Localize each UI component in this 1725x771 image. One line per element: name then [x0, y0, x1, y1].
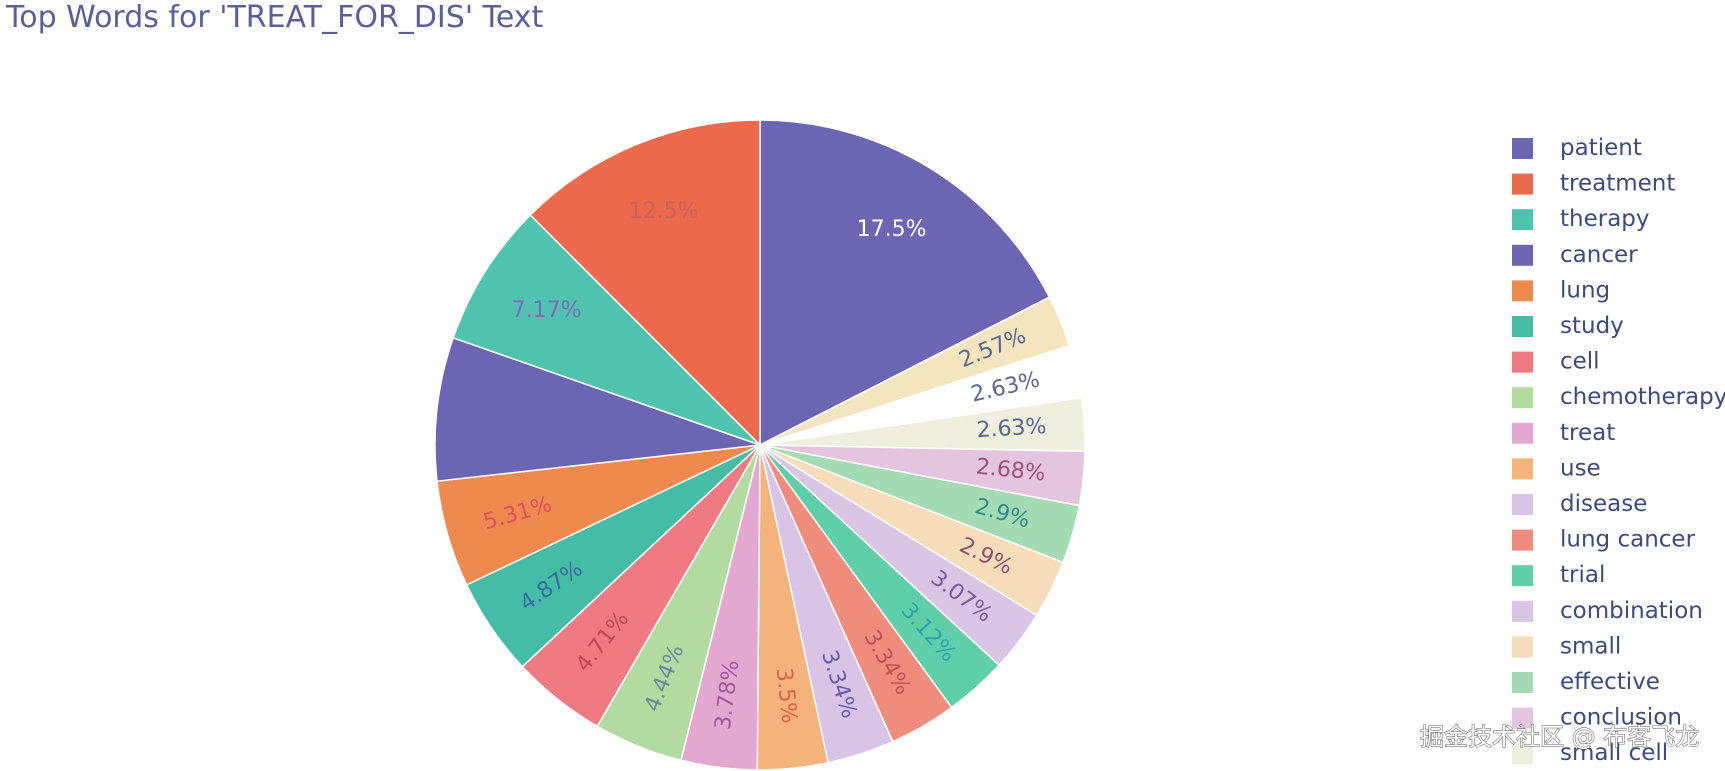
legend-swatch-15[interactable] — [1512, 672, 1533, 693]
legend-swatch-6[interactable] — [1512, 351, 1533, 373]
legend-swatch-8[interactable] — [1512, 422, 1533, 444]
legend-label-12[interactable]: trial — [1560, 562, 1605, 588]
legend-label-16[interactable]: conclusion — [1560, 705, 1682, 731]
pie-slice-label-19: 12.5% — [629, 199, 699, 224]
legend-label-8[interactable]: treat — [1560, 420, 1615, 446]
pie: 17.5%2.57%2.63%2.63%2.68%2.9%2.9%3.07%3.… — [434, 119, 1086, 771]
legend-swatch-11[interactable] — [1512, 529, 1533, 551]
legend-label-0[interactable]: patient — [1560, 135, 1642, 161]
legend-swatch-9[interactable] — [1512, 458, 1533, 480]
legend-swatch-10[interactable] — [1512, 494, 1533, 515]
legend-swatch-1[interactable] — [1512, 173, 1533, 195]
legend-label-7[interactable]: chemotherapy — [1560, 384, 1725, 410]
legend-label-2[interactable]: therapy — [1560, 206, 1650, 232]
pie-slice-0[interactable] — [759, 119, 1051, 447]
watermark-text: 掘金技术社区 @ 布客飞龙 — [1420, 723, 1699, 751]
legend-label-3[interactable]: cancer — [1560, 242, 1638, 268]
pie-slice-19[interactable] — [529, 119, 761, 447]
pie-slice-18[interactable] — [452, 213, 761, 446]
legend-label-4[interactable]: lung — [1560, 277, 1610, 303]
legend-swatch-2[interactable] — [1512, 209, 1533, 231]
pie-slice-label-11: 3.5% — [771, 667, 802, 725]
pie-slice-17[interactable] — [434, 336, 761, 483]
legend-label-9[interactable]: use — [1560, 455, 1601, 481]
legend-label-13[interactable]: combination — [1560, 598, 1703, 624]
legend-swatch-16[interactable] — [1512, 707, 1533, 729]
legend-swatch-12[interactable] — [1512, 565, 1533, 587]
legend-swatch-5[interactable] — [1512, 316, 1533, 337]
chart-title: Top Words for 'TREAT_FOR_DIS' Text — [5, 0, 544, 35]
legend-label-15[interactable]: effective — [1560, 669, 1660, 695]
legend-swatch-7[interactable] — [1512, 387, 1533, 409]
pie-slice-label-0: 17.5% — [857, 217, 927, 242]
legend-swatch-0[interactable] — [1512, 138, 1533, 159]
legend-swatch-4[interactable] — [1512, 280, 1533, 302]
legend-label-17[interactable]: small cell — [1560, 740, 1668, 766]
legend: patient treatment therapy cancer lung study ce… — [1512, 135, 1725, 766]
legend-label-1[interactable]: treatment — [1560, 171, 1675, 197]
legend-label-5[interactable]: study — [1560, 313, 1624, 339]
legend-swatch-14[interactable] — [1512, 636, 1533, 658]
pie-slice-label-18: 7.17% — [512, 298, 582, 323]
legend-label-10[interactable]: disease — [1560, 491, 1647, 517]
legend-swatch-3[interactable] — [1512, 244, 1533, 266]
legend-label-14[interactable]: small — [1560, 633, 1621, 659]
legend-label-6[interactable]: cell — [1560, 349, 1600, 375]
pie-slice-label-3: 2.63% — [976, 414, 1047, 443]
legend-swatch-17[interactable] — [1512, 743, 1533, 765]
legend-swatch-13[interactable] — [1512, 600, 1533, 622]
legend-label-11[interactable]: lung cancer — [1560, 527, 1696, 553]
